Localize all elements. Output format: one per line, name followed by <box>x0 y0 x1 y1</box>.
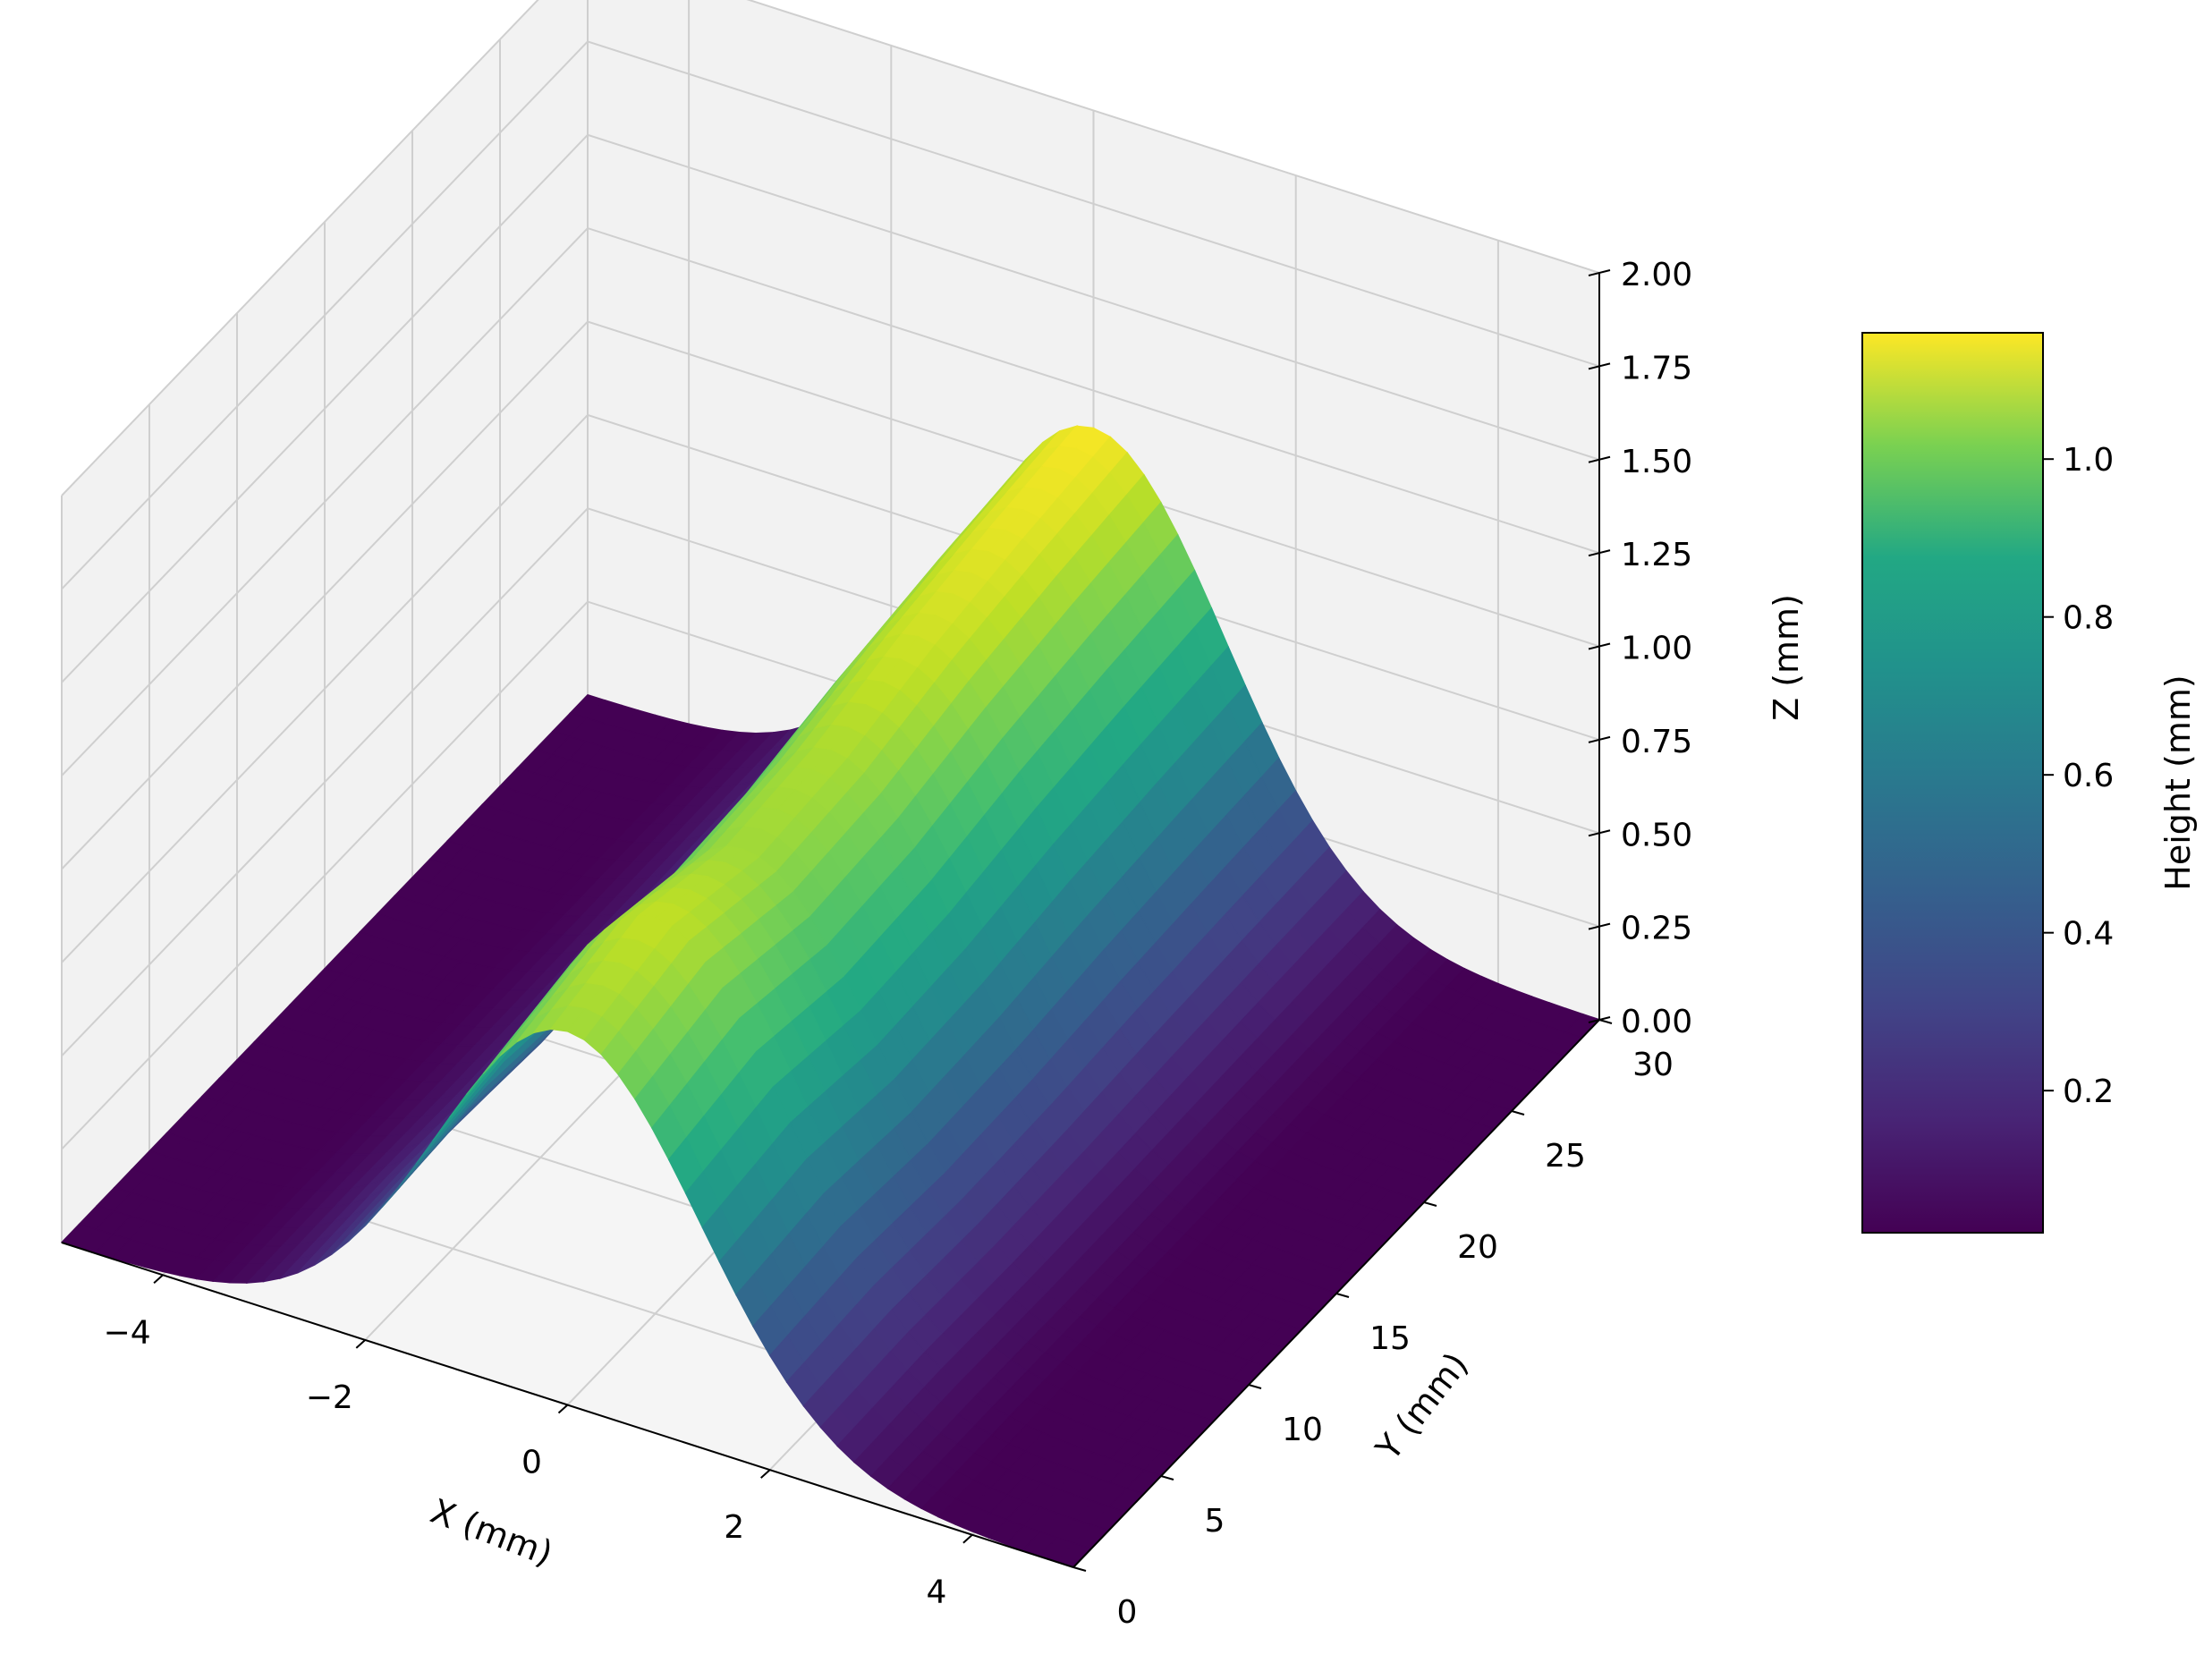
x-tick <box>355 1339 366 1349</box>
x-tick-label: 0 <box>521 1445 542 1481</box>
colorbar-tick-label: 0.8 <box>2063 600 2114 637</box>
x-tick-label: 4 <box>926 1574 946 1611</box>
z-tick-label: 0.25 <box>1621 911 1692 947</box>
z-tick <box>1588 362 1611 370</box>
z-tick <box>1588 269 1611 276</box>
gridline-z <box>61 320 1600 870</box>
colorbar: 0.2 0.4 0.6 0.8 1.0 Height (mm) <box>1861 332 2198 1234</box>
z-tick-label: 1.00 <box>1621 631 1692 667</box>
colorbar-tick-label: 1.0 <box>2063 442 2114 479</box>
z-tick <box>1588 735 1611 743</box>
gridline-z <box>61 0 1600 496</box>
y-tick <box>1248 1384 1262 1389</box>
colorbar-tick-label: 0.4 <box>2063 916 2114 953</box>
z-tick-label: 0.00 <box>1621 1004 1692 1040</box>
y-tick-label: 20 <box>1457 1229 1498 1266</box>
y-tick-label: 10 <box>1282 1412 1323 1448</box>
gridline-z <box>61 226 1600 776</box>
gridline-z <box>61 133 1600 683</box>
z-tick <box>1588 1016 1611 1023</box>
y-tick <box>1160 1475 1174 1481</box>
y-tick <box>1423 1201 1437 1207</box>
z-tick-label: 0.50 <box>1621 817 1692 853</box>
x-axis-label: X (mm) <box>426 1491 558 1574</box>
z-tick-label: 1.75 <box>1621 350 1692 386</box>
y-tick-label: 30 <box>1632 1047 1674 1083</box>
y-tick-label: 0 <box>1117 1594 1138 1631</box>
z-tick-label: 1.25 <box>1621 537 1692 573</box>
x-tick <box>962 1533 973 1544</box>
y-tick-label: 15 <box>1369 1320 1411 1357</box>
y-tick <box>1511 1110 1525 1116</box>
x-tick <box>557 1404 569 1414</box>
colorbar-label: Height (mm) <box>2158 675 2198 890</box>
y-axis-label: Y (mm) <box>1368 1345 1476 1468</box>
colorbar-tick-label: 0.2 <box>2063 1073 2114 1110</box>
z-tick <box>1588 455 1611 463</box>
x-tick-label: −4 <box>104 1314 151 1351</box>
colorbar-tick-label: 0.6 <box>2063 758 2114 794</box>
z-tick <box>1588 549 1611 557</box>
surface-mesh <box>60 425 1601 1568</box>
y-tick <box>1598 1019 1613 1024</box>
gridline-z <box>61 413 1600 963</box>
y-tick <box>1335 1293 1350 1298</box>
y-tick <box>1072 1566 1087 1572</box>
z-tick <box>1588 829 1611 837</box>
z-axis-label: Z (mm) <box>1767 594 1806 721</box>
y-tick-label: 25 <box>1545 1138 1586 1175</box>
x-tick-label: 2 <box>724 1509 744 1546</box>
x-tick <box>153 1274 164 1285</box>
y-tick-label: 5 <box>1205 1503 1225 1540</box>
z-tick-label: 2.00 <box>1621 257 1692 293</box>
x-tick <box>760 1469 771 1479</box>
colorbar-gradient <box>1861 332 2044 1234</box>
z-tick <box>1588 642 1611 650</box>
axes-ticks: −4 −2 0 2 4 0 5 10 15 20 25 30 0.00 0.25 0.50 0.75 1.00 1… <box>104 257 1693 1631</box>
gridline-z <box>61 40 1600 590</box>
z-tick-label: 0.75 <box>1621 724 1692 760</box>
colorbar-ticks: 0.2 0.4 0.6 0.8 1.0 <box>2043 442 2114 1110</box>
z-tick <box>1588 922 1611 930</box>
z-tick-label: 1.50 <box>1621 444 1692 480</box>
x-tick-label: −2 <box>306 1379 353 1416</box>
